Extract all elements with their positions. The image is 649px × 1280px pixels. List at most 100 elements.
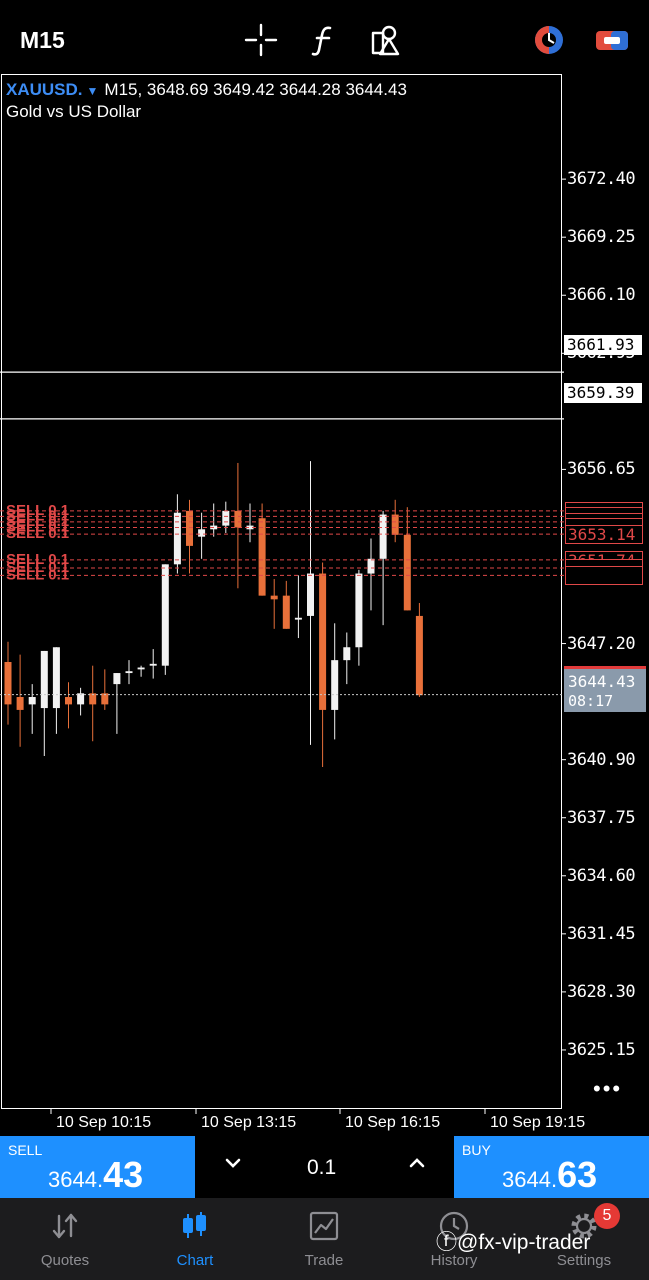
nav-quotes[interactable]: Quotes: [0, 1198, 130, 1280]
crosshair-icon[interactable]: [243, 22, 279, 58]
candle-body: [113, 673, 121, 685]
order-label[interactable]: SELL 0.1: [6, 502, 69, 519]
candle-body: [198, 529, 206, 537]
nav-chart-label: Chart: [176, 1252, 214, 1269]
nav-history[interactable]: History: [389, 1198, 519, 1280]
x-tick-label: 10 Sep 16:15: [345, 1114, 441, 1131]
candle-body: [258, 518, 266, 596]
order-price-tag: 3653.14: [565, 525, 643, 545]
y-tick-label: 3628.30: [567, 981, 636, 1002]
y-tick-label: 3625.15: [567, 1039, 636, 1060]
volume-value[interactable]: 0.1: [307, 1156, 337, 1179]
candle-body: [101, 693, 109, 705]
y-tick-label: 3669.25: [567, 227, 636, 248]
y-tick-label: 3666.10: [567, 285, 636, 306]
y-tick-label: 3637.75: [567, 807, 636, 828]
volume-decrease-button[interactable]: [223, 1153, 243, 1173]
candle-body: [391, 514, 399, 535]
order-label[interactable]: SELL 0.1: [6, 525, 69, 542]
symbol-description: Gold vs US Dollar: [6, 102, 142, 121]
candle-body: [234, 510, 242, 528]
candle-body: [40, 650, 48, 709]
order-label[interactable]: SELL 0.1: [6, 551, 69, 568]
objects-icon[interactable]: [369, 22, 405, 58]
candle-body: [149, 663, 157, 666]
candle-body: [173, 512, 181, 565]
bottom-navigation: Quotes Chart Trade History Settings: [0, 1198, 649, 1280]
buy-caption: BUY: [462, 1142, 491, 1158]
chart-plot-area[interactable]: [1, 74, 562, 1109]
quotes-icon: [52, 1213, 78, 1239]
more-options-icon[interactable]: •••: [593, 1076, 623, 1101]
candle-body: [282, 595, 290, 629]
bar-timer: 08:17: [568, 692, 614, 710]
bid-price-box: 3644.43 08:17: [564, 666, 646, 712]
candle-body: [16, 697, 24, 710]
candle-body: [331, 660, 339, 710]
nav-settings[interactable]: Settings: [519, 1198, 649, 1280]
sell-price: 3644.43: [48, 1154, 144, 1195]
order-label[interactable]: SELL 0.1: [6, 559, 69, 576]
volume-stepper: 0.1: [195, 1136, 454, 1198]
order-label[interactable]: SELL 0.1: [6, 513, 69, 530]
candle-body: [65, 697, 72, 705]
nav-settings-label: Settings: [556, 1252, 612, 1269]
order-label[interactable]: SELL 0.1: [6, 566, 69, 583]
sell-caption: SELL: [8, 1142, 43, 1158]
candle-body: [270, 595, 278, 600]
candle-body: [125, 671, 133, 674]
chart-candles-icon: [183, 1212, 206, 1238]
candle-body: [28, 697, 36, 705]
x-tick-label: 10 Sep 10:15: [56, 1114, 152, 1131]
x-tick-label: 10 Sep 13:15: [201, 1114, 297, 1131]
nav-chart[interactable]: Chart: [130, 1198, 260, 1280]
candle-body: [319, 573, 327, 710]
candle-body: [367, 558, 375, 574]
candle-body: [355, 573, 363, 648]
symbol-name[interactable]: XAUUSD.: [6, 80, 83, 99]
buy-button[interactable]: BUY 3644.63: [454, 1136, 649, 1198]
y-tick-label: 3640.90: [567, 749, 636, 770]
order-label[interactable]: SELL 0.1: [6, 518, 69, 535]
candle-body: [4, 661, 12, 705]
order-label[interactable]: SELL 0.1: [6, 507, 69, 524]
symbol-dropdown-icon[interactable]: ▼: [86, 84, 99, 98]
volume-increase-button[interactable]: [407, 1153, 427, 1173]
one-click-trade-icon[interactable]: [594, 22, 630, 58]
trade-panel: SELL 3644.43 0.1 BUY 3644.63: [0, 1136, 649, 1198]
candle-body: [161, 564, 169, 666]
candle-body: [77, 693, 85, 705]
candle-body: [403, 534, 411, 611]
watermark: ⓕ@fx-vip-trader: [436, 1231, 591, 1254]
candle-body: [52, 647, 60, 709]
bid-price: 3644.43: [568, 672, 636, 691]
candle-body: [294, 617, 302, 620]
y-tick-label: 3647.20: [567, 633, 636, 654]
candle-body: [307, 573, 314, 616]
nav-quotes-label: Quotes: [40, 1252, 90, 1269]
sell-button[interactable]: SELL 3644.43: [0, 1136, 195, 1198]
nav-history-label: History: [430, 1252, 478, 1269]
timeframe-label[interactable]: M15: [20, 27, 65, 53]
function-icon[interactable]: [306, 22, 342, 58]
trade-icon: [309, 1211, 339, 1241]
nav-trade[interactable]: Trade: [259, 1198, 389, 1280]
timeframe-cycle-icon[interactable]: [531, 22, 567, 58]
y-tick-label: 3631.45: [567, 923, 636, 944]
top-toolbar: M15: [0, 0, 649, 75]
facebook-icon: ⓕ: [436, 1231, 457, 1254]
settings-badge: 5: [594, 1203, 620, 1229]
y-tick-label: 3672.40: [567, 169, 636, 190]
y-tick-label: 3656.65: [567, 459, 636, 480]
buy-price: 3644.63: [502, 1154, 598, 1195]
order-price-tag: [565, 566, 643, 586]
symbol-header[interactable]: XAUUSD. ▼ M15, 3648.69 3649.42 3644.28 364…: [6, 80, 407, 100]
bid-marker: [564, 666, 646, 669]
hline-label-upper: 3661.93: [564, 335, 642, 355]
y-tick-label: 3634.60: [567, 865, 636, 886]
hline-label-lower: 3659.39: [564, 383, 642, 403]
ohlc-values: M15, 3648.69 3649.42 3644.28 3644.43: [104, 80, 407, 99]
candle-body: [137, 667, 145, 670]
candle-body: [343, 647, 351, 661]
